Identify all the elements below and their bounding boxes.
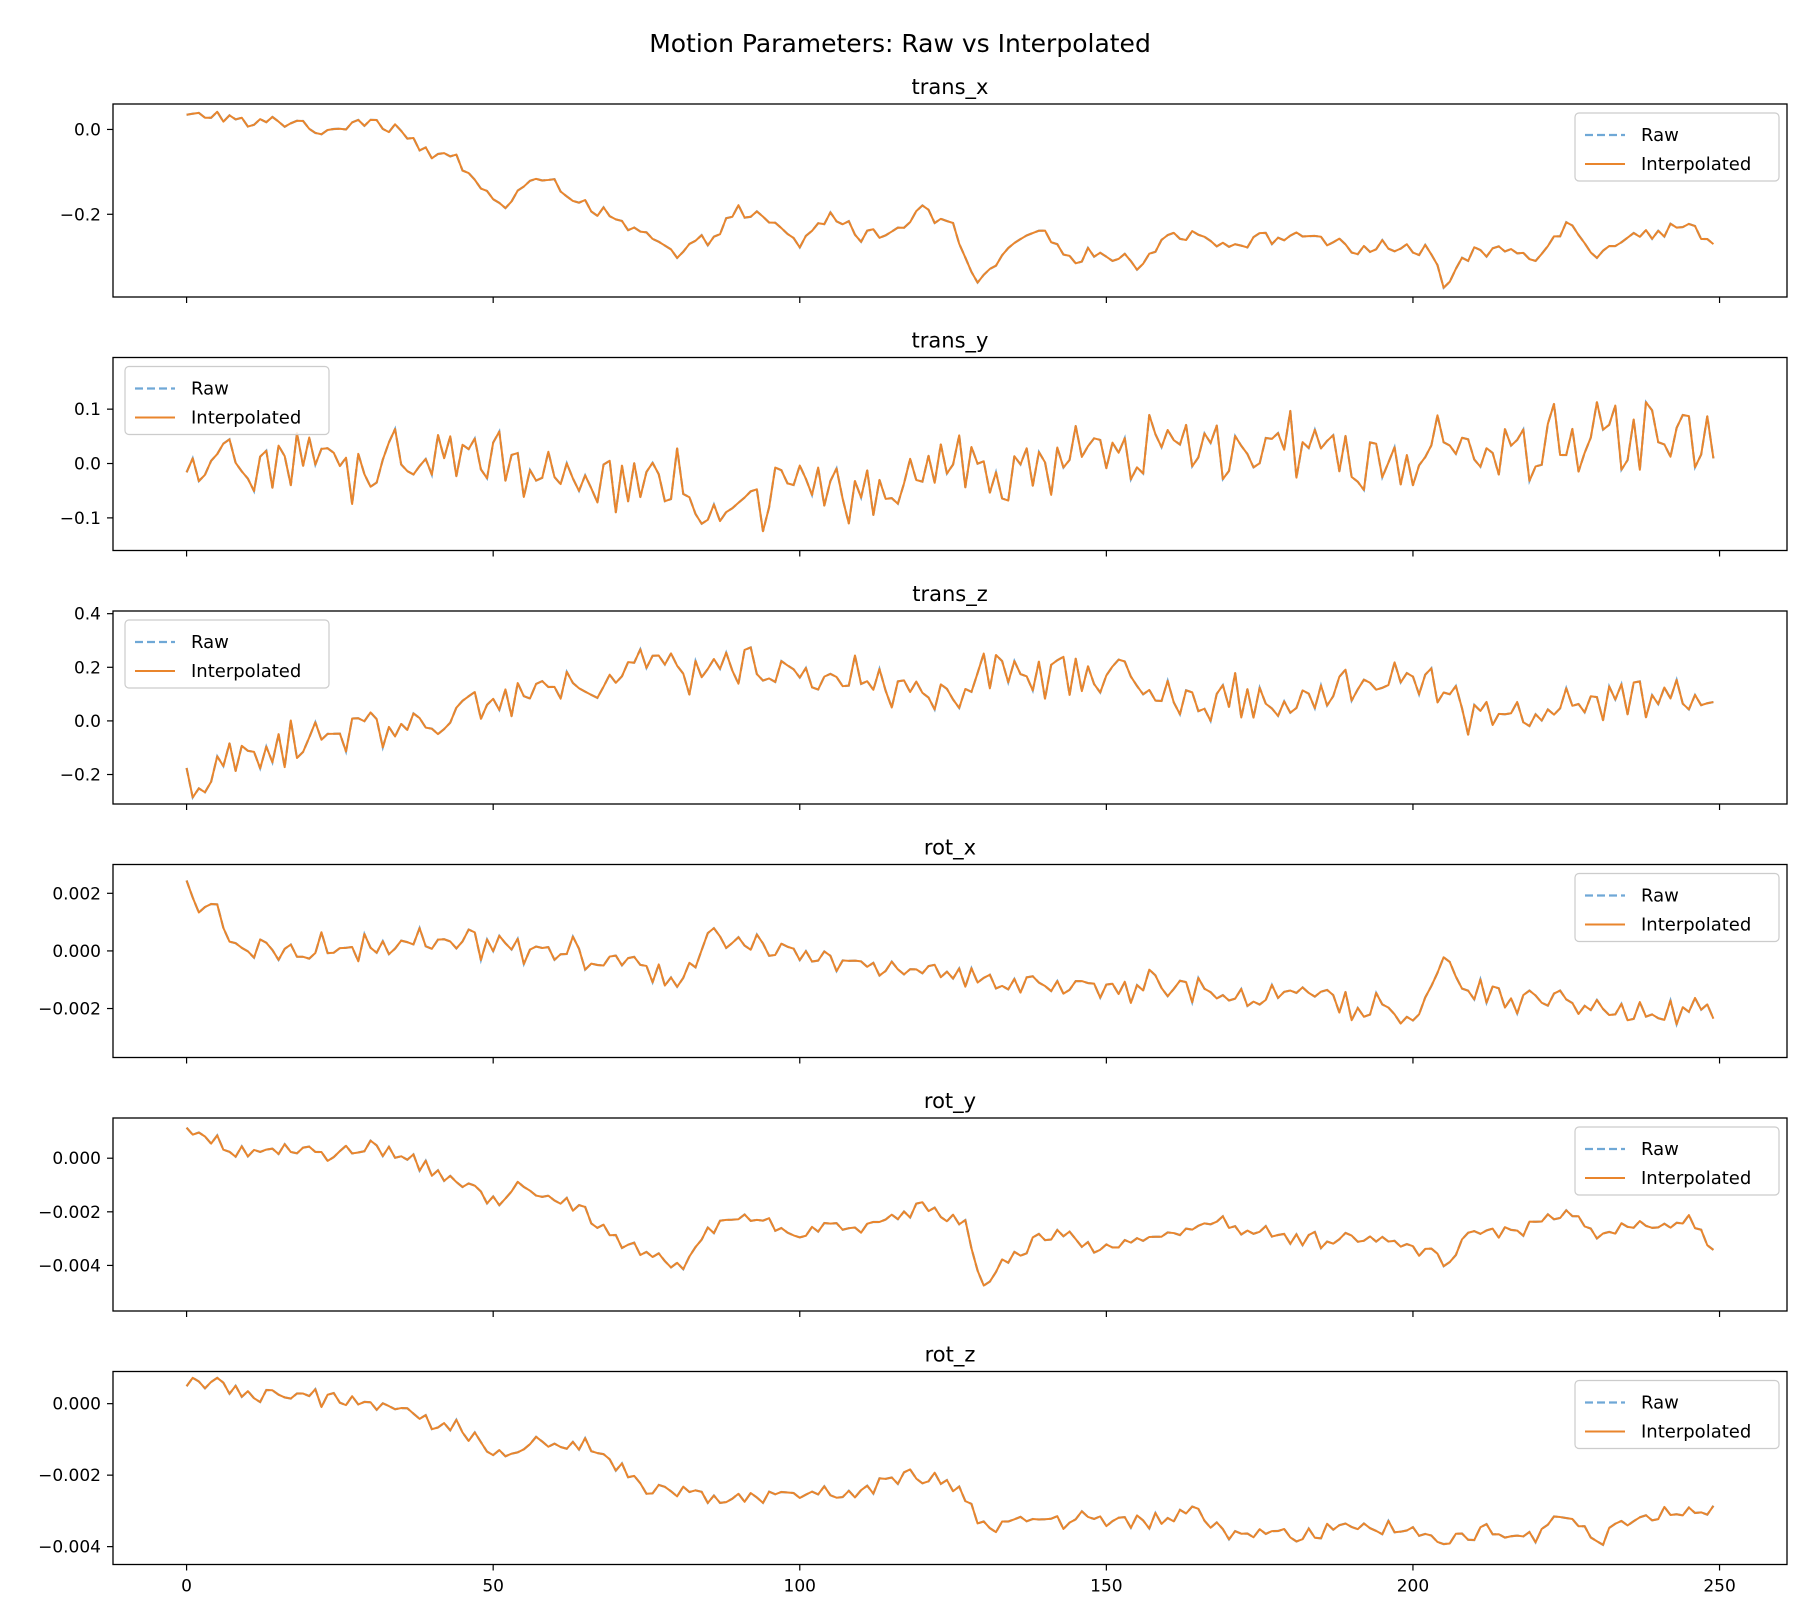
y-tick-label: 0.2	[74, 658, 101, 678]
y-tick-label: 0.002	[52, 884, 101, 904]
axes-frame	[112, 610, 1788, 805]
panel-title: rot_y	[924, 1089, 976, 1114]
y-tick-label: −0.004	[38, 1538, 101, 1558]
y-tick-label: 0.1	[74, 400, 101, 420]
panel-trans-y: trans_y 0.1 0.0 −0.1 Raw Interpolated	[60, 329, 1788, 557]
y-tick-label: −0.002	[38, 1000, 101, 1020]
panel-title: rot_x	[924, 836, 976, 861]
x-tick-label: 250	[1703, 1577, 1735, 1597]
legend-label-interpolated: Interpolated	[1641, 1168, 1751, 1189]
legend-label-interpolated: Interpolated	[191, 408, 301, 429]
y-tick-label: 0.000	[52, 1149, 101, 1169]
axes-frame	[112, 356, 1788, 552]
y-tick-label: 0.000	[52, 942, 101, 962]
legend-label-raw: Raw	[1641, 125, 1679, 146]
y-tick-label: 0.0	[74, 120, 101, 140]
y-tick-label: 0.0	[74, 712, 101, 732]
panel-title: trans_x	[912, 75, 989, 100]
legend-box	[1574, 1126, 1780, 1196]
panel-title: trans_z	[912, 582, 988, 607]
panel-title: rot_z	[925, 1343, 976, 1368]
legend-box	[124, 619, 330, 689]
y-tick-label: −0.002	[38, 1203, 101, 1223]
panel-trans-z: trans_z 0.4 0.2 0.0 −0.2 Raw Interpolated	[60, 582, 1788, 810]
legend: Raw Interpolated	[1574, 872, 1780, 943]
panel-rot-y: rot_y 0.000 −0.002 −0.004 Raw Interpolated	[38, 1089, 1788, 1317]
axes-frame	[112, 863, 1788, 1059]
axes-frame	[112, 1370, 1788, 1566]
panel-rot-z: rot_z 0.000 −0.002 −0.004 0 50 100 150 200 250 Raw…	[38, 1343, 1788, 1597]
y-tick-label: 0.0	[74, 455, 101, 475]
interpolated-series-line	[185, 646, 1714, 799]
legend-box	[1574, 112, 1780, 182]
legend-label-raw: Raw	[191, 632, 229, 653]
panel-trans-x: trans_x 0.0 −0.2 Raw Interpolated	[60, 75, 1788, 303]
legend-label-raw: Raw	[1641, 886, 1679, 907]
y-tick-label: 0.4	[74, 605, 101, 625]
y-tick-label: −0.004	[38, 1256, 101, 1276]
legend: Raw Interpolated	[1574, 1379, 1780, 1450]
interpolated-series-line	[186, 110, 1715, 289]
legend-box	[1574, 1379, 1780, 1450]
x-tick-label: 0	[181, 1577, 192, 1597]
legend-label-raw: Raw	[1641, 1393, 1679, 1414]
y-tick-label: 0.000	[52, 1395, 101, 1415]
axes-frame	[112, 1117, 1788, 1312]
legend-label-raw: Raw	[1641, 1139, 1679, 1160]
x-tick-label: 200	[1397, 1577, 1429, 1597]
legend-label-interpolated: Interpolated	[1641, 154, 1751, 175]
x-tick-label: 50	[482, 1577, 504, 1597]
legend-box	[1574, 872, 1780, 943]
legend-label-interpolated: Interpolated	[191, 661, 301, 682]
interpolated-series-line	[185, 401, 1715, 533]
legend: Raw Interpolated	[124, 619, 330, 689]
legend-label-interpolated: Interpolated	[1641, 1422, 1751, 1443]
interpolated-series-line	[185, 1127, 1715, 1287]
chart-title: Motion Parameters: Raw vs Interpolated	[649, 29, 1151, 58]
y-tick-label: −0.002	[38, 1466, 101, 1486]
legend: Raw Interpolated	[1574, 112, 1780, 182]
y-tick-label: −0.2	[60, 205, 101, 225]
legend-label-raw: Raw	[191, 379, 229, 400]
panel-rot-x: rot_x 0.002 0.000 −0.002 Raw Interpolated	[38, 836, 1788, 1064]
interpolated-series-line	[185, 1376, 1715, 1546]
legend-box	[124, 365, 330, 436]
legend: Raw Interpolated	[1574, 1126, 1780, 1196]
panel-title: trans_y	[912, 329, 989, 354]
y-tick-label: −0.1	[60, 509, 101, 529]
interpolated-series-line	[185, 880, 1715, 1026]
legend: Raw Interpolated	[124, 365, 330, 436]
y-tick-label: −0.2	[60, 766, 101, 786]
legend-label-interpolated: Interpolated	[1641, 915, 1751, 936]
axes-frame	[112, 103, 1788, 298]
x-tick-label: 100	[784, 1577, 816, 1597]
x-tick-label: 150	[1090, 1577, 1122, 1597]
